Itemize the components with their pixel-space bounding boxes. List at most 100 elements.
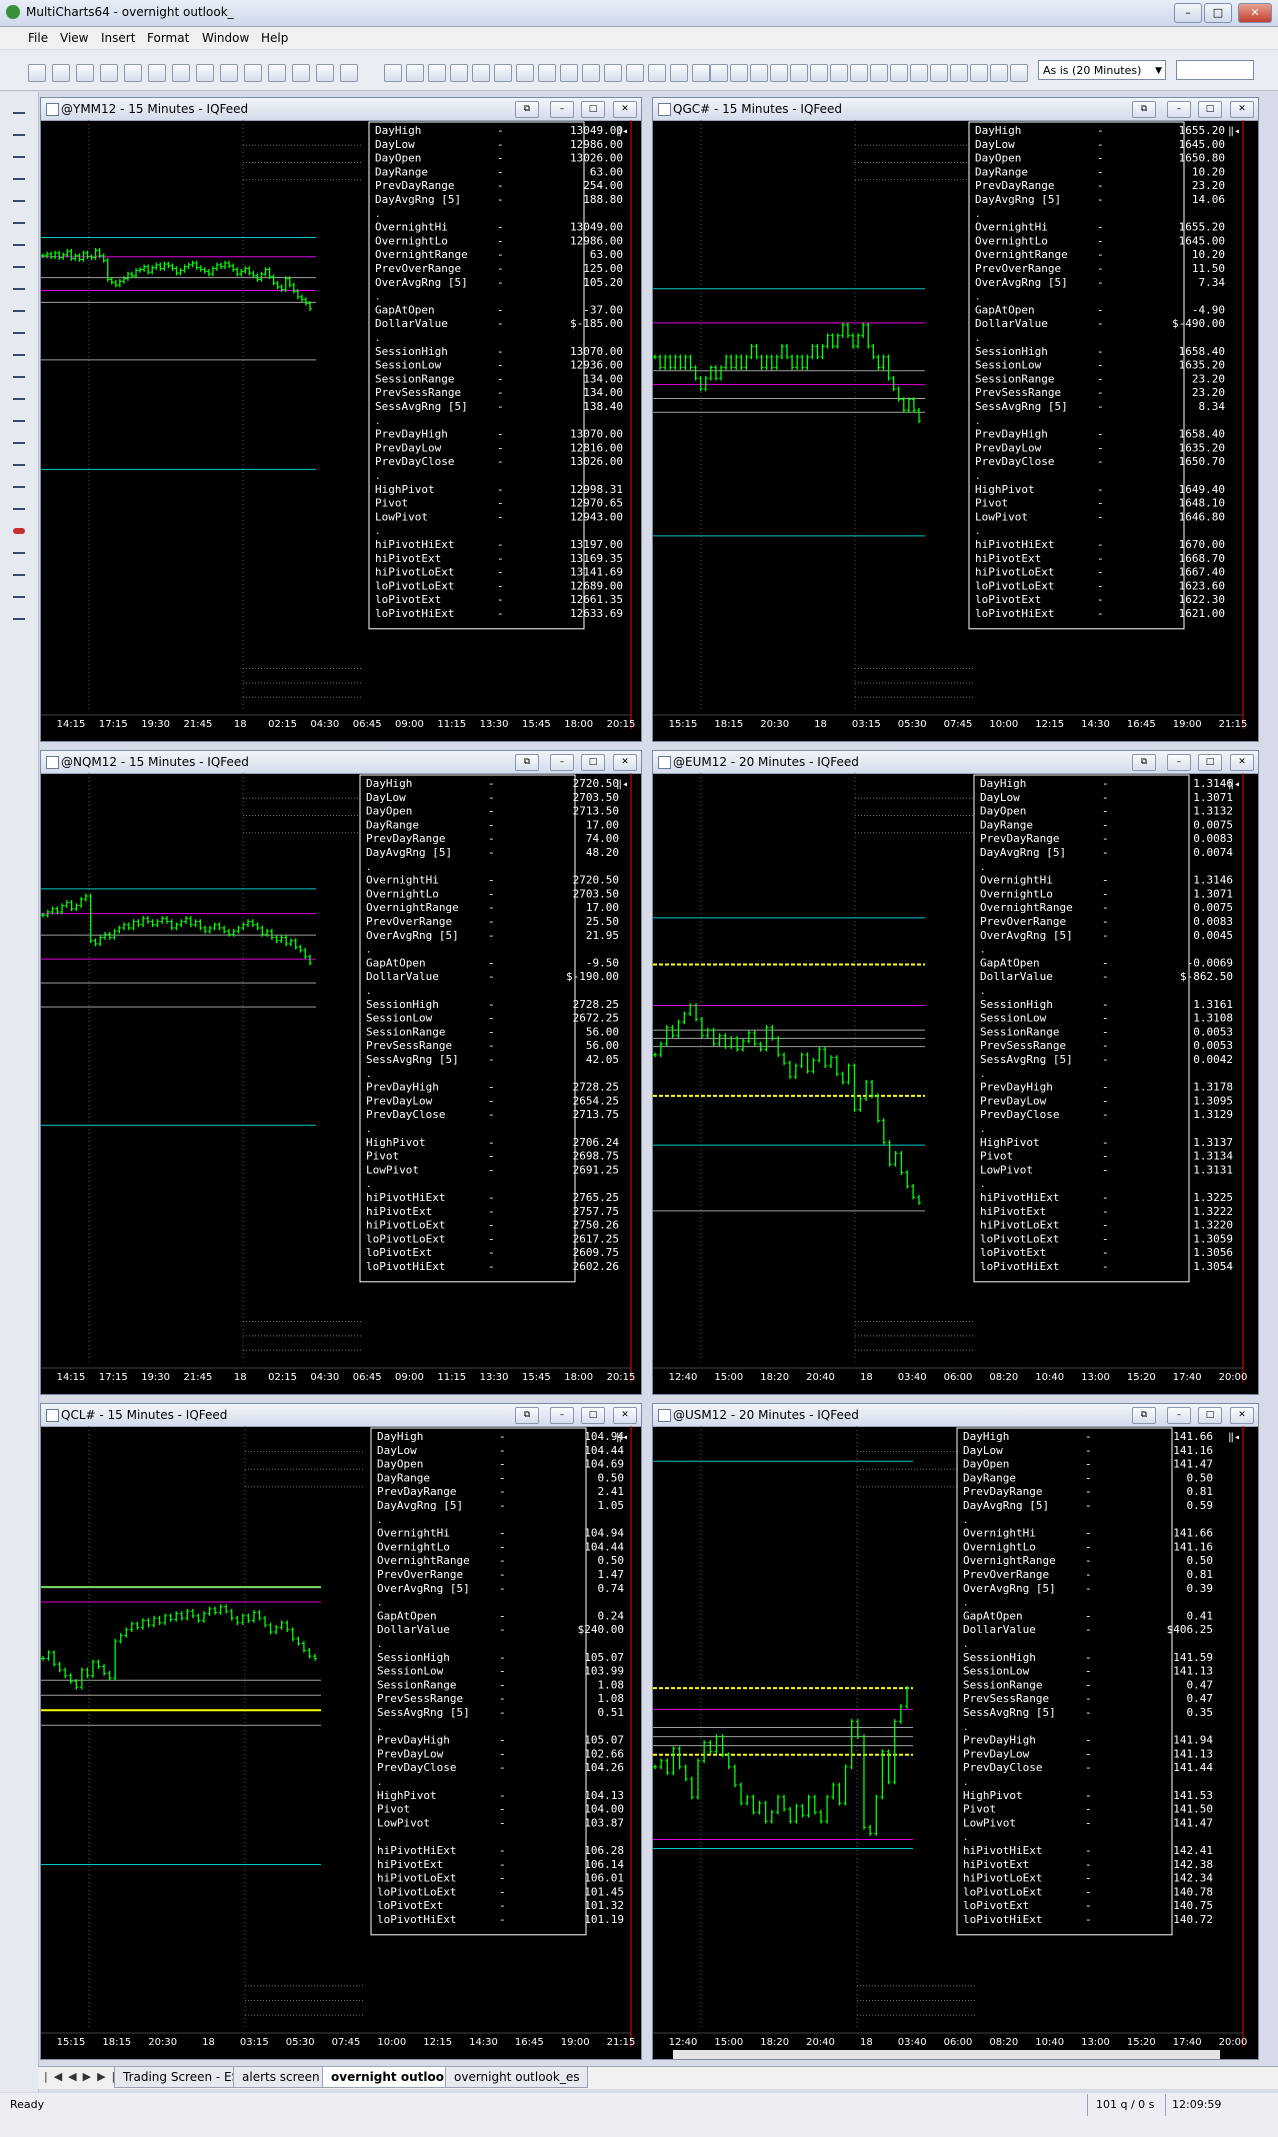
toolbar-button-icon[interactable] <box>244 64 262 82</box>
drawing-tool-icon[interactable] <box>11 370 27 384</box>
minimize-icon[interactable]: – <box>550 101 574 118</box>
toolbar-button-icon[interactable] <box>292 64 310 82</box>
drawing-tool-icon[interactable] <box>11 392 27 406</box>
drawing-tool-icon[interactable] <box>11 590 27 604</box>
restore-panel-icon[interactable]: ⧉ <box>1132 1407 1156 1424</box>
chart-shift-icon[interactable]: ‖◂ <box>616 1432 628 1443</box>
price-chart[interactable]: 1,670,01,668,01,666,01,664,01,662,01,660… <box>653 120 1259 742</box>
toolbar-button-icon[interactable] <box>582 64 600 82</box>
toolbar-button-icon[interactable] <box>560 64 578 82</box>
minimize-icon[interactable]: – <box>1167 101 1191 118</box>
toolbar-button-icon[interactable] <box>990 64 1008 82</box>
toolbar-button-icon[interactable] <box>750 64 768 82</box>
chart-shift-icon[interactable]: ‖◂ <box>616 126 628 137</box>
maximize-icon[interactable]: □ <box>1198 754 1222 771</box>
drawing-tool-icon[interactable] <box>11 216 27 230</box>
toolbar-button-icon[interactable] <box>870 64 888 82</box>
chart-window[interactable]: @EUM12 - 20 Minutes - IQFeed ⧉–□ ✕ 1,32101,… <box>652 750 1259 1395</box>
toolbar-button-icon[interactable] <box>770 64 788 82</box>
price-chart[interactable]: 142 11/32142 6/32142 1/32141 28/32141 23… <box>653 1426 1259 2060</box>
drawing-tool-icon[interactable] <box>11 172 27 186</box>
price-chart[interactable]: 13,15013,10013,05013,00012,95012,90012,8… <box>41 120 642 742</box>
chart-window-header[interactable]: @USM12 - 20 Minutes - IQFeed ⧉ – □ ✕ <box>653 1404 1258 1427</box>
drawing-tool-icon[interactable] <box>11 260 27 274</box>
toolbar-button-icon[interactable] <box>124 64 142 82</box>
drawing-tool-icon[interactable] <box>11 238 27 252</box>
toolbar-button-icon[interactable] <box>670 64 688 82</box>
toolbar-button-icon[interactable] <box>450 64 468 82</box>
chart-scrollbar[interactable] <box>41 1384 642 1395</box>
chart-window-header[interactable]: QGC# - 15 Minutes - IQFeed ⧉ – □ ✕ <box>653 98 1258 121</box>
chart-shift-icon[interactable]: ‖◂ <box>1228 779 1240 790</box>
chart-window[interactable]: QCL# - 15 Minutes - IQFeed ⧉–□ ✕ 106,00105,… <box>40 1403 642 2060</box>
drawing-tool-icon[interactable] <box>11 128 27 142</box>
restore-panel-icon[interactable]: ⧉ <box>1132 754 1156 771</box>
close-icon[interactable]: ✕ <box>613 754 637 771</box>
drawing-tool-icon[interactable] <box>11 414 27 428</box>
chart-shift-icon[interactable]: ‖◂ <box>616 779 628 790</box>
chart-scrollbar[interactable] <box>41 2049 642 2060</box>
minimize-icon[interactable]: – <box>1174 3 1202 23</box>
toolbar-button-icon[interactable] <box>730 64 748 82</box>
toolbar-button-icon[interactable] <box>626 64 644 82</box>
toolbar-button-icon[interactable] <box>692 64 710 82</box>
price-chart[interactable]: 1,32101,32001,31901,31801,31701,31601,31… <box>653 773 1259 1395</box>
close-icon[interactable]: ✕ <box>1230 101 1254 118</box>
toolbar-button-icon[interactable] <box>172 64 190 82</box>
toolbar-button-icon[interactable] <box>950 64 968 82</box>
toolbar-button-icon[interactable] <box>316 64 334 82</box>
maximize-icon[interactable]: □ <box>581 754 605 771</box>
toolbar-button-icon[interactable] <box>710 64 728 82</box>
toolbar-button-icon[interactable] <box>516 64 534 82</box>
toolbar-button-icon[interactable] <box>196 64 214 82</box>
close-icon[interactable]: ✕ <box>613 1407 637 1424</box>
drawing-tool-icon[interactable] <box>11 436 27 450</box>
drawing-tool-icon[interactable] <box>11 502 27 516</box>
toolbar-button-icon[interactable] <box>1010 64 1028 82</box>
drawing-tool-icon[interactable] <box>11 568 27 582</box>
toolbar-button-icon[interactable] <box>830 64 848 82</box>
tab-overnight-outlook[interactable]: overnight outlook_ <box>322 2067 467 2088</box>
chart-window-header[interactable]: @NQM12 - 15 Minutes - IQFeed ⧉ – □ ✕ <box>41 751 641 774</box>
chart-scrollbar[interactable] <box>653 731 1259 742</box>
toolbar-button-icon[interactable] <box>810 64 828 82</box>
toolbar-button-icon[interactable] <box>428 64 446 82</box>
drawing-tool-icon[interactable] <box>11 282 27 296</box>
menu-file[interactable]: File <box>28 31 49 45</box>
toolbar-button-icon[interactable] <box>384 64 402 82</box>
toolbar-input[interactable] <box>1176 60 1254 80</box>
toolbar-button-icon[interactable] <box>76 64 94 82</box>
maximize-icon[interactable]: □ <box>1198 1407 1222 1424</box>
restore-panel-icon[interactable]: ⧉ <box>1132 101 1156 118</box>
toolbar-button-icon[interactable] <box>268 64 286 82</box>
drawing-tool-icon[interactable] <box>11 480 27 494</box>
tab-scroll-arrows-icon[interactable]: |◀◀▶▶| <box>44 2070 122 2083</box>
toolbar-button-icon[interactable] <box>406 64 424 82</box>
minimize-icon[interactable]: – <box>1167 754 1191 771</box>
close-icon[interactable]: ✕ <box>1230 754 1254 771</box>
toolbar-button-icon[interactable] <box>52 64 70 82</box>
drawing-tool-icon[interactable] <box>11 150 27 164</box>
menu-view[interactable]: View <box>60 31 89 45</box>
toolbar-button-icon[interactable] <box>148 64 166 82</box>
restore-panel-icon[interactable]: ⧉ <box>515 1407 539 1424</box>
drawing-tool-icon[interactable] <box>11 348 27 362</box>
toolbar-button-icon[interactable] <box>648 64 666 82</box>
chart-window-header[interactable]: @YMM12 - 15 Minutes - IQFeed ⧉ – □ ✕ <box>41 98 641 121</box>
chart-window-header[interactable]: @EUM12 - 20 Minutes - IQFeed ⧉ – □ ✕ <box>653 751 1258 774</box>
maximize-icon[interactable]: □ <box>1198 101 1222 118</box>
chart-window-header[interactable]: QCL# - 15 Minutes - IQFeed ⧉ – □ ✕ <box>41 1404 641 1427</box>
drawing-tool-icon[interactable] <box>11 106 27 120</box>
resolution-dropdown[interactable]: As is (20 Minutes) ▼ <box>1038 60 1166 80</box>
magnet-icon[interactable] <box>11 524 27 538</box>
drawing-tool-icon[interactable] <box>11 326 27 340</box>
toolbar-button-icon[interactable] <box>28 64 46 82</box>
toolbar-button-icon[interactable] <box>604 64 622 82</box>
price-chart[interactable]: 2,750,002,740,002,730,002,720,002,710,00… <box>41 773 642 1395</box>
close-icon[interactable]: ✕ <box>1238 3 1272 23</box>
toolbar-button-icon[interactable] <box>100 64 118 82</box>
toolbar-button-icon[interactable] <box>910 64 928 82</box>
menu-window[interactable]: Window <box>202 31 250 45</box>
minimize-icon[interactable]: – <box>1167 1407 1191 1424</box>
restore-panel-icon[interactable]: ⧉ <box>515 754 539 771</box>
